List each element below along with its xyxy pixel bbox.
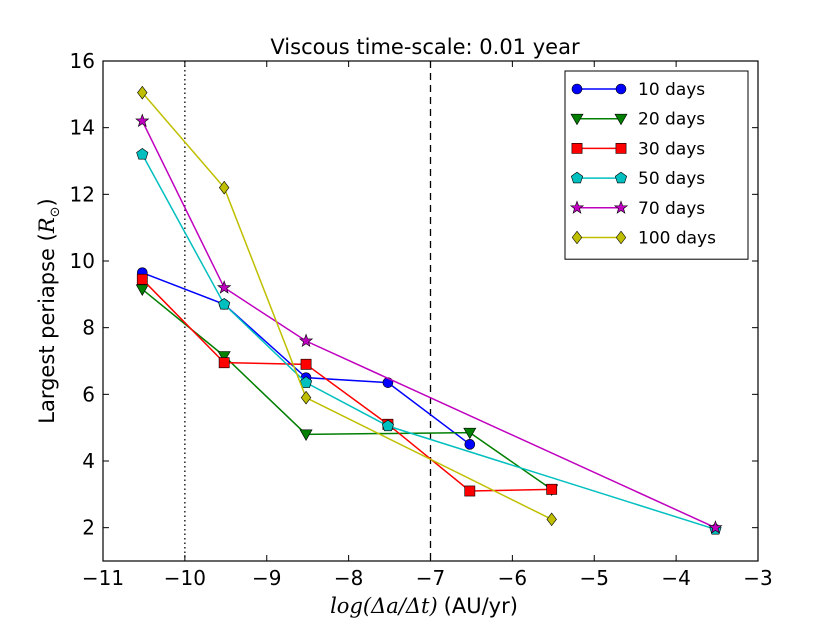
legend-item-10-days: 10 days (571, 80, 705, 100)
data-point-20-days (299, 429, 313, 441)
y-axis-label: Largest periapse (R⊙) (35, 198, 63, 424)
y-tick-label: 4 (82, 449, 95, 473)
legend-marker-50-days (570, 171, 584, 184)
x-tick-label: −7 (416, 566, 445, 590)
y-tick-label: 6 (82, 382, 95, 406)
y-tick-label: 16 (70, 49, 95, 73)
legend-label: 100 days (638, 229, 716, 249)
series-line-70-days (141, 120, 716, 529)
legend-marker-70-days (613, 200, 629, 214)
legend-marker-100-days (615, 230, 627, 245)
y-axis-label-text: Largest periapse ( (35, 233, 59, 424)
data-point-30-days (546, 483, 558, 495)
data-point-30-days (464, 485, 476, 497)
x-axis-label: log(Δa/Δt) (AU/yr) (330, 594, 518, 618)
legend-item-100-days: 100 days (571, 229, 716, 249)
data-point-70-days (135, 113, 150, 128)
data-point-20-days (217, 351, 231, 363)
data-point-100-days (546, 512, 557, 527)
data-point-30-days (300, 358, 312, 370)
x-axis-label-unit: (AU/yr) (444, 594, 518, 618)
legend-box (564, 70, 749, 260)
data-point-70-days (217, 280, 232, 294)
plot-area (135, 61, 723, 561)
legend-marker-10-days (615, 83, 627, 95)
legend-item-30-days: 30 days (571, 139, 705, 159)
data-point-100-days (218, 180, 230, 195)
legend-label: 50 days (638, 169, 705, 189)
legend-marker-70-days (569, 200, 585, 214)
y-tick-label: 10 (70, 249, 95, 273)
data-point-30-days (136, 273, 148, 285)
legend-marker-50-days (614, 171, 628, 184)
data-point-70-days (298, 333, 314, 348)
series-30-days (136, 273, 558, 497)
data-point-100-days (300, 390, 312, 405)
legend-label: 70 days (638, 199, 705, 219)
x-tick-label: −11 (82, 566, 124, 590)
x-axis-label-math: log(Δa/Δt) (330, 594, 438, 618)
x-tick-label: −3 (743, 566, 772, 590)
legend-item-50-days: 50 days (570, 169, 705, 189)
x-tick-label: −9 (252, 566, 281, 590)
x-tick-label: −6 (498, 566, 527, 590)
data-point-50-days (299, 376, 313, 388)
series-100-days (137, 85, 557, 527)
legend-label: 20 days (638, 110, 705, 130)
y-tick-label: 2 (82, 516, 95, 540)
legend-label: 10 days (638, 80, 705, 100)
data-point-30-days (218, 357, 230, 369)
legend-marker-100-days (571, 230, 583, 245)
y-axis-label-sub: ⊙ (48, 206, 63, 217)
y-tick-label: 14 (70, 116, 95, 140)
y-tick-label: 12 (70, 182, 95, 206)
x-tick-label: −10 (164, 566, 206, 590)
series-70-days (135, 113, 723, 534)
x-tick-label: −5 (580, 566, 609, 590)
data-point-10-days (464, 439, 476, 450)
legend-marker-30-days (571, 143, 583, 154)
data-point-50-days (136, 147, 149, 160)
legend-item-70-days: 70 days (569, 199, 705, 219)
y-axis-label-close: ) (35, 198, 59, 206)
data-point-20-days (463, 427, 477, 440)
legend-marker-20-days (614, 113, 628, 126)
series-line-100-days (141, 92, 553, 521)
legend-marker-30-days (615, 143, 627, 154)
series-line-30-days (141, 278, 552, 492)
data-point-20-days (135, 284, 149, 296)
data-point-50-days (381, 419, 394, 432)
data-point-100-days (137, 85, 148, 100)
legend-item-20-days: 20 days (570, 110, 705, 130)
data-point-50-days (218, 297, 231, 310)
legend-label: 30 days (638, 139, 705, 159)
legend-marker-10-days (571, 83, 583, 95)
legend: 10 days 20 days 30 days 50 days 70 days 100 d… (564, 70, 749, 260)
legend-marker-20-days (570, 113, 584, 126)
chart-title: Viscous time-scale: 0.01 year (270, 35, 580, 59)
x-tick-label: −8 (334, 566, 363, 590)
x-tick-label: −4 (661, 566, 690, 590)
data-point-70-days (708, 520, 723, 534)
axis-ticks: −11 −10 −9 −8 −7 −6 −5 −4 −3 2 4 6 8 10 12 14 16 (70, 49, 773, 590)
y-tick-label: 8 (82, 316, 95, 340)
y-axis-label-math: R (35, 217, 59, 234)
